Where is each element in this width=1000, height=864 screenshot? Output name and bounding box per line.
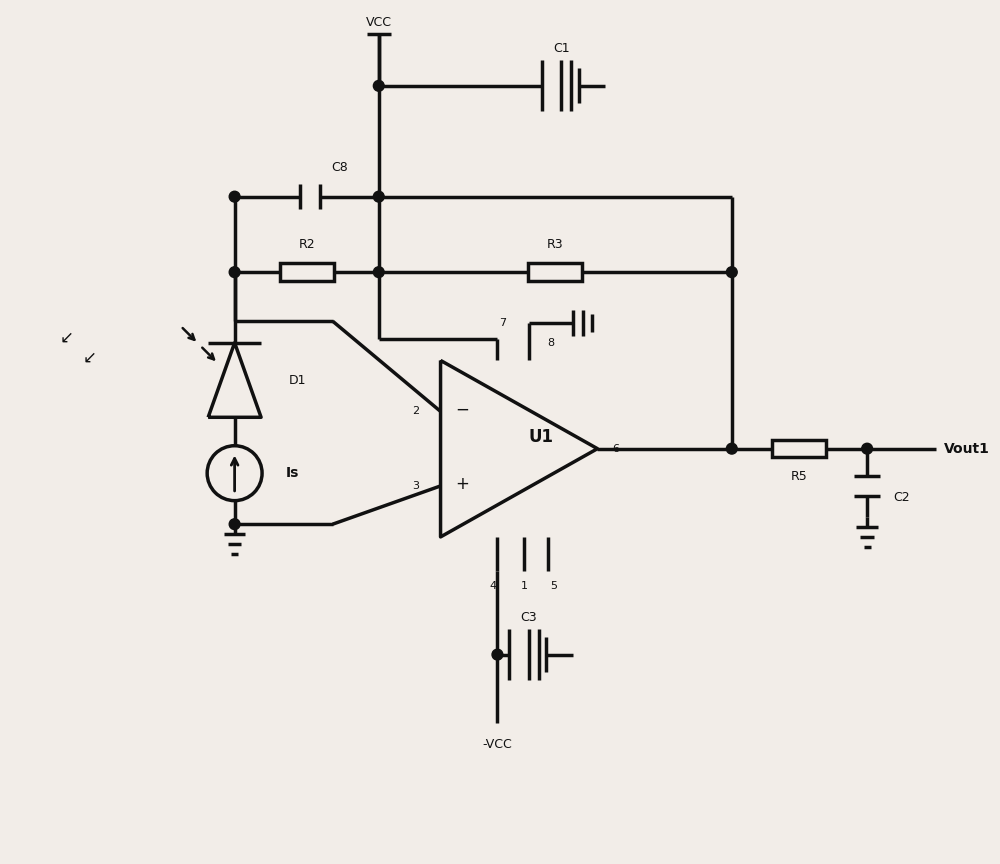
Text: U1: U1: [528, 428, 553, 446]
Text: D1: D1: [289, 373, 306, 386]
Text: C1: C1: [553, 42, 569, 55]
Text: C8: C8: [331, 161, 348, 174]
Text: Vout1: Vout1: [944, 442, 989, 455]
Text: 6: 6: [612, 444, 619, 454]
Text: -VCC: -VCC: [483, 739, 512, 752]
Circle shape: [229, 518, 240, 530]
Text: 1: 1: [520, 581, 527, 591]
Text: VCC: VCC: [366, 16, 392, 29]
Text: $\swarrow$: $\swarrow$: [56, 329, 73, 346]
Circle shape: [862, 443, 873, 454]
Bar: [280, 264, 334, 281]
Text: 3: 3: [412, 481, 419, 491]
Text: 7: 7: [499, 318, 506, 328]
Circle shape: [373, 191, 384, 202]
Text: R3: R3: [547, 238, 564, 251]
Circle shape: [229, 267, 240, 277]
Bar: [528, 264, 582, 281]
Circle shape: [373, 267, 384, 277]
Text: R5: R5: [791, 470, 808, 483]
Text: Is: Is: [286, 467, 299, 480]
Text: −: −: [455, 400, 469, 418]
Text: $\swarrow$: $\swarrow$: [79, 348, 96, 366]
Text: R2: R2: [298, 238, 315, 251]
Text: +: +: [455, 475, 469, 493]
Text: 5: 5: [550, 581, 557, 591]
Text: 8: 8: [547, 338, 554, 348]
Circle shape: [492, 649, 503, 660]
Text: C2: C2: [893, 492, 910, 505]
Text: C3: C3: [520, 611, 537, 624]
Circle shape: [726, 267, 737, 277]
Text: 2: 2: [412, 406, 419, 416]
Bar: [772, 440, 826, 458]
Circle shape: [726, 443, 737, 454]
Circle shape: [373, 80, 384, 92]
Circle shape: [229, 191, 240, 202]
Text: 4: 4: [489, 581, 496, 591]
